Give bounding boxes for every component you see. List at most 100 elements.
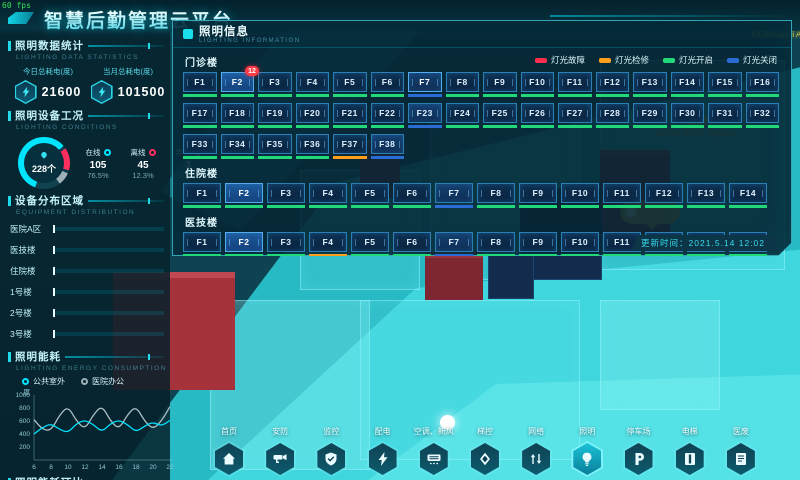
floor-button-f10[interactable]: F10 [521, 72, 555, 97]
floor-button-f13[interactable]: F13 [633, 72, 667, 97]
nav-item-ac[interactable]: 空调、新风 [410, 426, 458, 477]
floor-button-f30[interactable]: F30 [671, 103, 705, 128]
floor-button-f8[interactable]: F8 [477, 232, 515, 257]
floor-button-f34[interactable]: F34 [221, 134, 255, 159]
floor-button-f23[interactable]: F23 [408, 103, 442, 128]
floor-button-f38[interactable]: F38 [371, 134, 405, 159]
distribution-bar: 医技楼 [10, 244, 164, 256]
floor-state-bar [296, 94, 330, 97]
floor-button-f9[interactable]: F9 [483, 72, 517, 97]
floor-button-f5[interactable]: F5 [333, 72, 367, 97]
floor-button-f14[interactable]: F14 [671, 72, 705, 97]
floor-button-f2[interactable]: 12 F2 [221, 72, 255, 97]
nav-item-camera[interactable]: 安防 [256, 426, 304, 477]
floor-button-f14[interactable]: F14 [729, 183, 767, 208]
floor-button-f21[interactable]: F21 [333, 103, 367, 128]
floor-button-f1[interactable]: F1 [183, 183, 221, 208]
bar-track [54, 290, 164, 294]
modal-title-icon [183, 29, 193, 39]
nav-item-bolt[interactable]: 配电 [359, 426, 407, 477]
floor-button-f10[interactable]: F10 [561, 232, 599, 257]
floor-button-f1[interactable]: F1 [183, 232, 221, 257]
floor-button-f32[interactable]: F32 [746, 103, 780, 128]
floor-button-f4[interactable]: F4 [309, 183, 347, 208]
floor-state-bar [483, 125, 517, 128]
floor-button-f37[interactable]: F37 [333, 134, 367, 159]
floor-label: F5 [351, 232, 389, 252]
legend-item: 灯光关闭 [727, 54, 777, 66]
floor-button-f3[interactable]: F3 [267, 232, 305, 257]
floor-button-f2[interactable]: F2 [225, 232, 263, 257]
floor-button-f16[interactable]: F16 [746, 72, 780, 97]
floor-button-f18[interactable]: F18 [221, 103, 255, 128]
floor-button-f8[interactable]: F8 [477, 183, 515, 208]
floor-button-f7[interactable]: F7 [408, 72, 442, 97]
floor-button-f28[interactable]: F28 [596, 103, 630, 128]
device-total-value: 228个 [31, 164, 57, 174]
floor-button-f2[interactable]: F2 [225, 183, 263, 208]
nav-item-network[interactable]: 网络 [512, 426, 560, 477]
nav-item-shield[interactable]: 监控 [307, 426, 355, 477]
device-stat-label: 离线 [130, 147, 146, 157]
floor-button-f9[interactable]: F9 [519, 183, 557, 208]
nav-item-doc[interactable]: 医废 [717, 426, 765, 477]
floor-state-bar [729, 254, 767, 257]
floor-button-f13[interactable]: F13 [687, 183, 725, 208]
floor-button-f5[interactable]: F5 [351, 232, 389, 257]
bolt-icon [14, 80, 37, 104]
nav-item-parking[interactable]: 停车场 [615, 426, 663, 477]
floor-button-f11[interactable]: F11 [603, 183, 641, 208]
floor-button-f1[interactable]: F1 [183, 72, 217, 97]
lighting-state-legend: 灯光故障 灯光检修 灯光开启 灯光关闭 [535, 54, 777, 66]
floor-button-f17[interactable]: F17 [183, 103, 217, 128]
floor-button-f3[interactable]: F3 [258, 72, 292, 97]
floor-button-f3[interactable]: F3 [267, 183, 305, 208]
nav-item-label: 监控 [323, 427, 340, 436]
floor-button-f22[interactable]: F22 [371, 103, 405, 128]
floor-button-f26[interactable]: F26 [521, 103, 555, 128]
floor-button-f15[interactable]: F15 [708, 72, 742, 97]
section-accent [8, 477, 11, 480]
floor-button-f29[interactable]: F29 [633, 103, 667, 128]
floor-button-f4[interactable]: F4 [296, 72, 330, 97]
floor-button-f31[interactable]: F31 [708, 103, 742, 128]
floor-button-f12[interactable]: F12 [596, 72, 630, 97]
nav-item-drop[interactable]: 梯控 [461, 426, 509, 477]
floor-button-f6[interactable]: F6 [393, 232, 431, 257]
section-energy-chart: 照明能耗 LIGHTING ENERGY CONSUMPTION 公共室外 医院办… [8, 349, 174, 471]
floor-section-title: 医技楼 [185, 218, 218, 229]
nav-item-home[interactable]: 首页 [205, 426, 253, 477]
legend-label: 医院办公 [92, 377, 124, 386]
floor-button-f5[interactable]: F5 [351, 183, 389, 208]
floor-button-f8[interactable]: F8 [446, 72, 480, 97]
svg-text:1000: 1000 [16, 392, 31, 399]
svg-text:22: 22 [166, 464, 174, 471]
energy-stat: 当月总耗电(度) 101500 [88, 66, 168, 104]
nav-item-bulb[interactable]: 照明 [563, 426, 611, 477]
floor-button-f12[interactable]: F12 [645, 183, 683, 208]
floor-label: F26 [521, 103, 555, 123]
floor-button-f19[interactable]: F19 [258, 103, 292, 128]
floor-button-f4[interactable]: F4 [309, 232, 347, 257]
floor-button-f6[interactable]: F6 [371, 72, 405, 97]
stat-value: 101500 [117, 85, 166, 99]
floor-label: F20 [296, 103, 330, 123]
floor-button-f10[interactable]: F10 [561, 183, 599, 208]
floor-button-f25[interactable]: F25 [483, 103, 517, 128]
legend-item: 医院办公 [81, 376, 124, 387]
floor-button-f33[interactable]: F33 [183, 134, 217, 159]
floor-label: F3 [267, 183, 305, 203]
floor-button-f36[interactable]: F36 [296, 134, 330, 159]
floor-row: F33 F34 F35 F36 F37 F38 [183, 134, 781, 159]
floor-button-f27[interactable]: F27 [558, 103, 592, 128]
floor-label: F1 [183, 232, 221, 252]
floor-button-f20[interactable]: F20 [296, 103, 330, 128]
floor-button-f7[interactable]: F7 [435, 183, 473, 208]
floor-button-f24[interactable]: F24 [446, 103, 480, 128]
floor-button-f9[interactable]: F9 [519, 232, 557, 257]
nav-item-elevator[interactable]: 电梯 [666, 426, 714, 477]
floor-button-f7[interactable]: F7 [435, 232, 473, 257]
floor-button-f6[interactable]: F6 [393, 183, 431, 208]
floor-button-f35[interactable]: F35 [258, 134, 292, 159]
floor-button-f11[interactable]: F11 [558, 72, 592, 97]
